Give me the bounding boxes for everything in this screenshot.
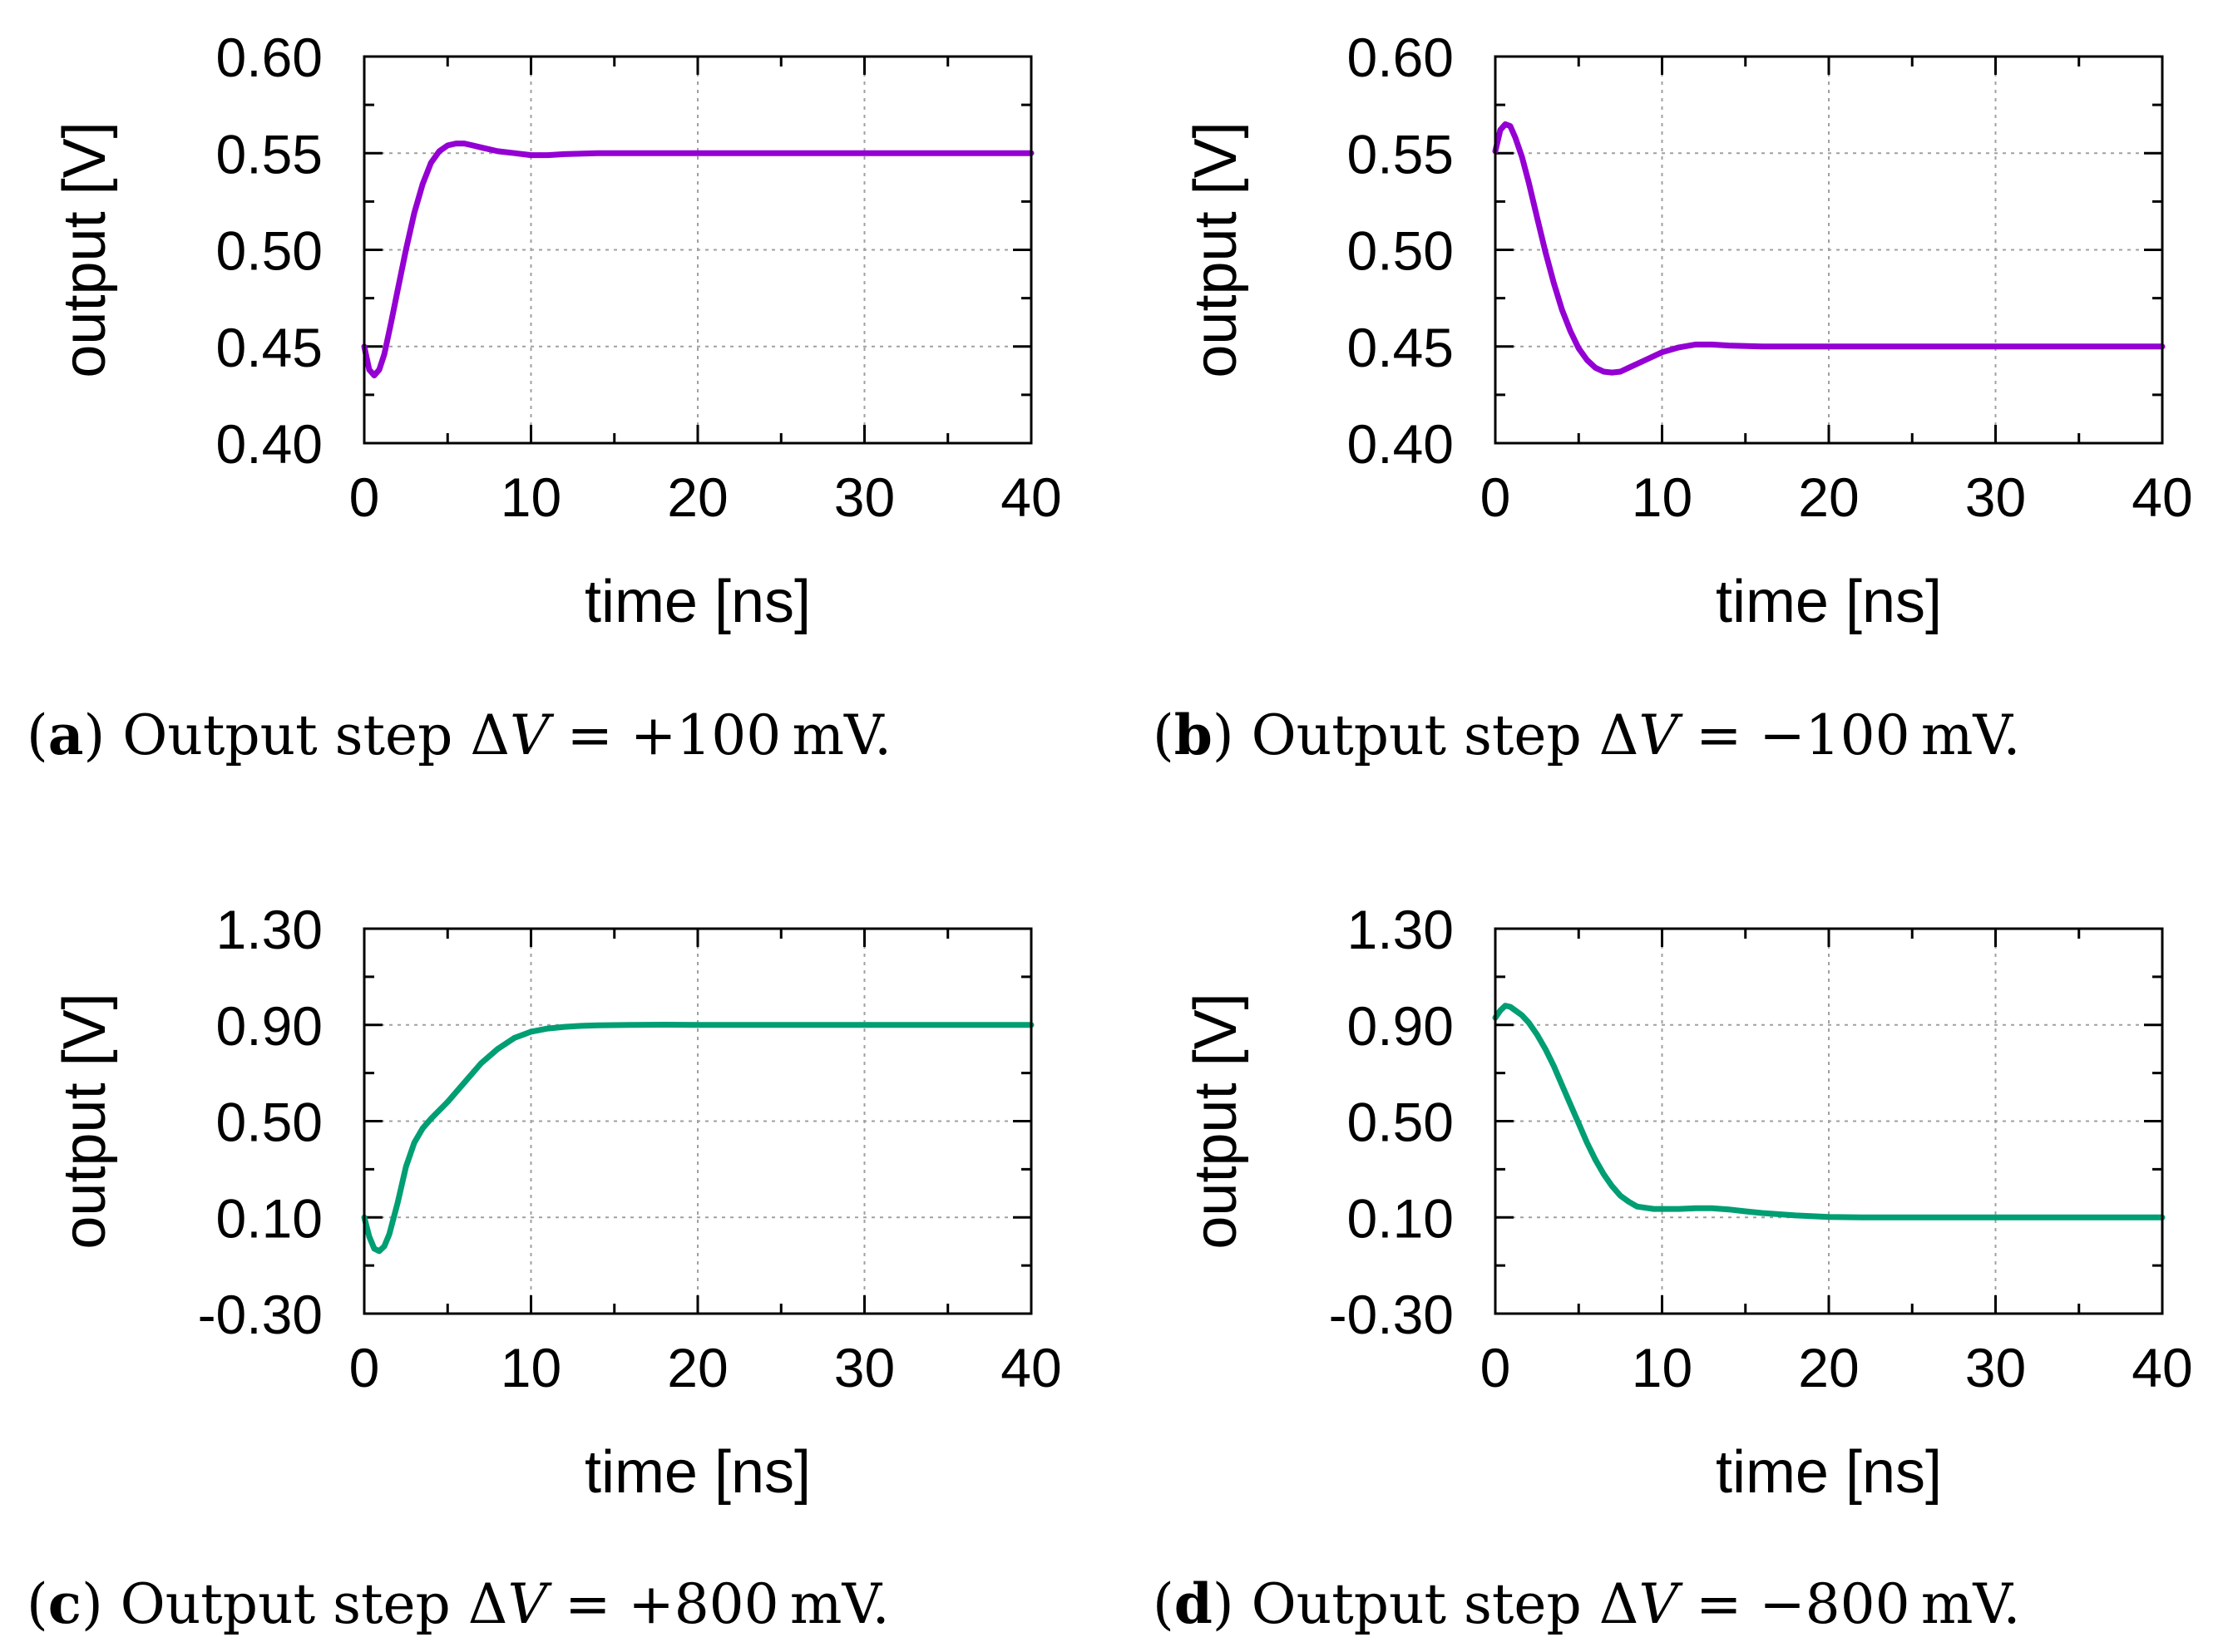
y-tick-label: -0.30 [1329,1284,1454,1345]
y-tick-label: 1.30 [1347,899,1454,960]
caption-b-var: V [1638,703,1679,767]
x-tick-label: 30 [1965,1337,2026,1398]
y-tick-label: 0.60 [1347,27,1454,88]
caption-c: (c) Output step ΔV = +800 mV. [27,1571,890,1636]
plot-c: 0 10 20 30 40 -0.30 0.10 0.50 0.90 1.30 time [ns] o… [52,899,1062,1506]
plot-b: 0 10 20 30 40 0.40 0.45 0.50 0.55 0.60 time [ns] ou… [1183,27,2193,635]
x-axis-label: time [ns] [1716,1439,1942,1506]
y-tick-label: 1.30 [216,899,323,960]
x-tick-label: 30 [1965,466,2026,528]
caption-d-unit: mV. [1920,1572,2021,1636]
x-axis-label: time [ns] [1716,569,1942,635]
y-tick-label: 0.40 [216,413,323,475]
y-tick-label: -0.30 [198,1284,323,1345]
caption-c-var: V [507,1572,548,1636]
plot-d: 0 10 20 30 40 -0.30 0.10 0.50 0.90 1.30 time [ns] o… [1183,899,2193,1506]
y-tick-label: 0.50 [216,1092,323,1153]
plot-frame [1494,55,2164,445]
caption-b-label: b [1173,703,1213,767]
plot-frame [363,927,1033,1315]
caption-d-delta: Δ [1598,1572,1639,1636]
y-tick-label: 0.10 [1347,1187,1454,1249]
x-tick-label: 40 [2132,466,2192,528]
caption-b: (b) Output step ΔV = −100 mV. [1153,703,2021,767]
y-tick-label: 0.50 [1347,220,1454,282]
caption-a-text: Output step [122,703,453,767]
y-tick-label: 0.90 [216,995,323,1057]
caption-c-unit: mV. [789,1572,890,1636]
caption-a-value: +100 [630,703,782,767]
y-tick-label: 0.55 [216,123,323,185]
y-tick-label: 0.40 [1347,413,1454,475]
series-line-d [1492,1003,2166,1221]
series-line-a [361,141,1035,379]
x-tick-label: 20 [1798,466,1859,528]
caption-c-delta: Δ [467,1572,508,1636]
x-axis-label: time [ns] [585,569,811,635]
x-tick-label: 20 [667,1337,728,1398]
x-tick-label: 10 [501,466,561,528]
x-tick-label: 10 [1632,1337,1692,1398]
y-tick-label: 0.90 [1347,995,1454,1057]
x-tick-label: 0 [1480,466,1511,528]
y-tick-label: 0.50 [216,220,323,282]
caption-d-var: V [1638,1572,1679,1636]
x-tick-label: 30 [834,466,895,528]
caption-a-label: a [47,703,84,767]
caption-b-value: −100 [1759,703,1910,767]
x-tick-label: 0 [1480,1337,1511,1398]
y-tick-label: 0.45 [1347,317,1454,378]
caption-c-label: c [47,1571,82,1636]
caption-a: (a) Output step ΔV = +100 mV. [27,703,892,767]
x-tick-label: 20 [1798,1337,1859,1398]
plot-a: 0 10 20 30 40 0.40 0.45 0.50 0.55 0.60 time [ns] ou… [52,27,1062,635]
caption-d-label: d [1173,1571,1213,1636]
x-tick-label: 0 [349,466,380,528]
series-line-c [361,1022,1035,1255]
x-axis-label: time [ns] [585,1439,811,1506]
y-axis-label: output [V] [52,121,118,377]
series-line-b [1492,121,2166,376]
y-axis-label: output [V] [1183,121,1249,377]
caption-a-delta: Δ [470,703,511,767]
x-tick-label: 0 [349,1337,380,1398]
x-tick-label: 40 [2132,1337,2192,1398]
caption-d-eq: = [1696,1572,1742,1636]
caption-c-text: Output step [120,1572,451,1636]
caption-a-var: V [510,703,550,767]
plot-frame [363,55,1033,445]
caption-c-eq: = [565,1572,611,1636]
caption-d: (d) Output step ΔV = −800 mV. [1153,1571,2021,1636]
x-tick-label: 40 [1000,1337,1061,1398]
x-tick-label: 20 [667,466,728,528]
caption-b-eq: = [1696,703,1742,767]
y-tick-label: 0.10 [216,1187,323,1249]
caption-b-text: Output step [1251,703,1582,767]
caption-d-text: Output step [1251,1572,1582,1636]
y-axis-label: output [V] [1183,993,1249,1249]
y-tick-label: 0.55 [1347,123,1454,185]
caption-c-value: +800 [628,1572,779,1636]
caption-d-value: −800 [1759,1572,1910,1636]
x-tick-label: 30 [834,1337,895,1398]
y-tick-label: 0.50 [1347,1092,1454,1153]
x-tick-label: 40 [1000,466,1061,528]
caption-b-delta: Δ [1598,703,1639,767]
x-tick-label: 10 [501,1337,561,1398]
caption-a-eq: = [566,703,613,767]
y-tick-label: 0.45 [216,317,323,378]
caption-b-unit: mV. [1920,703,2021,767]
caption-a-unit: mV. [792,703,892,767]
x-tick-label: 10 [1632,466,1692,528]
plot-frame [1494,927,2164,1315]
y-tick-label: 0.60 [216,27,323,88]
y-axis-label: output [V] [52,993,118,1249]
